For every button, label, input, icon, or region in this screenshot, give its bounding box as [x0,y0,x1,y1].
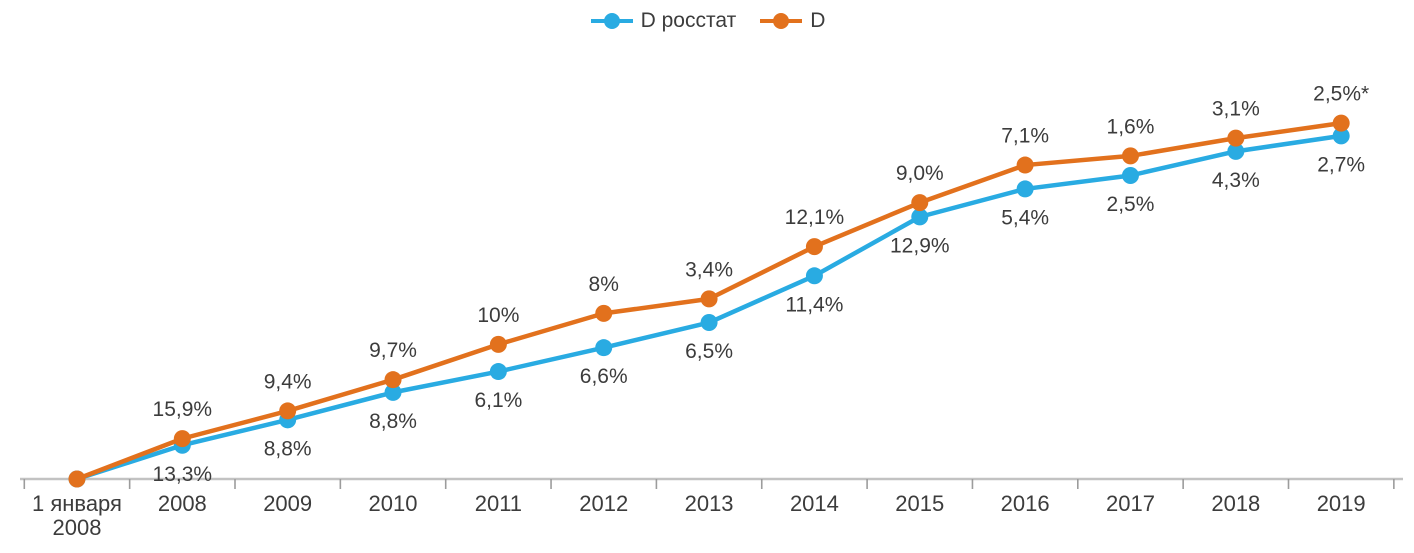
data-point-marker [595,339,613,357]
data-point-marker [911,194,929,212]
x-axis-label: 2013 [685,491,734,516]
data-point-label: 6,6% [580,365,628,388]
data-point-marker [1016,156,1034,174]
data-point-marker [489,363,507,381]
legend-line-marker-icon [590,12,633,29]
data-point-marker [911,208,929,226]
data-point-marker [595,304,613,322]
data-point-marker [805,238,823,256]
data-point-label: 8,8% [369,410,417,433]
data-point-label: 12,1% [785,206,845,229]
x-axis-label: 2019 [1317,491,1366,516]
data-point-label: 15,9% [153,398,213,421]
data-point-marker [1332,127,1350,145]
data-point-label: 10% [477,304,519,327]
x-axis-label: 2015 [895,491,944,516]
data-point-label: 2,5% [1107,193,1155,216]
data-point-marker [279,402,297,420]
data-point-marker [1121,166,1139,184]
data-point-marker [68,470,86,488]
data-point-marker [1121,147,1139,165]
data-point-marker [1227,129,1245,147]
data-point-label: 9,7% [369,339,417,362]
data-point-marker [1016,180,1034,198]
x-axis-label: 1 января 2008 [32,491,122,540]
data-point-label: 1,6% [1107,115,1155,138]
x-axis-label: 2016 [1001,491,1050,516]
data-point-marker [1227,142,1245,160]
data-point-marker [805,267,823,285]
data-point-label: 7,1% [1001,125,1049,148]
data-point-marker [384,383,402,401]
x-axis-label: 2017 [1106,491,1155,516]
legend-item-d: D [758,10,825,31]
data-point-label: 3,4% [685,258,733,281]
x-axis-label: 2009 [263,491,312,516]
data-point-label: 8% [589,273,619,296]
series-line-d-rosstat [74,133,1344,482]
data-point-marker [700,314,718,332]
data-point-marker [489,335,507,353]
data-point-label: 3,1% [1212,98,1260,121]
data-point-label: 6,1% [474,389,522,412]
legend-line-marker-icon [760,12,803,29]
data-point-marker [1332,114,1350,132]
data-point-label: 8,8% [264,437,312,460]
x-axis-label: 2012 [579,491,628,516]
x-axis-label: 2011 [475,491,522,516]
data-point-label: 2,5%* [1313,83,1369,106]
data-point-label: 6,5% [685,340,733,363]
data-point-label: 2,7% [1317,153,1365,176]
data-point-label: 4,3% [1212,169,1260,192]
x-axis-label: 2010 [369,491,418,516]
x-axis-label: 2018 [1211,491,1260,516]
chart-legend: D росстат D [0,10,1414,31]
data-point-marker [384,371,402,389]
data-point-label: 5,4% [1001,206,1049,229]
data-point-label: 12,9% [890,234,950,257]
x-axis-label: 2008 [158,491,207,516]
legend-label-d-rosstat: D росстат [640,9,737,32]
data-point-marker [700,290,718,308]
data-point-label: 11,4% [785,293,843,316]
legend-item-d-rosstat: D росстат [589,9,737,32]
data-point-label: 9,4% [264,370,312,393]
x-axis-label: 2014 [790,491,839,516]
data-point-label: 13,3% [153,463,213,486]
legend-label-d: D [810,9,826,32]
data-point-label: 9,0% [896,162,944,185]
data-point-marker [173,430,191,448]
